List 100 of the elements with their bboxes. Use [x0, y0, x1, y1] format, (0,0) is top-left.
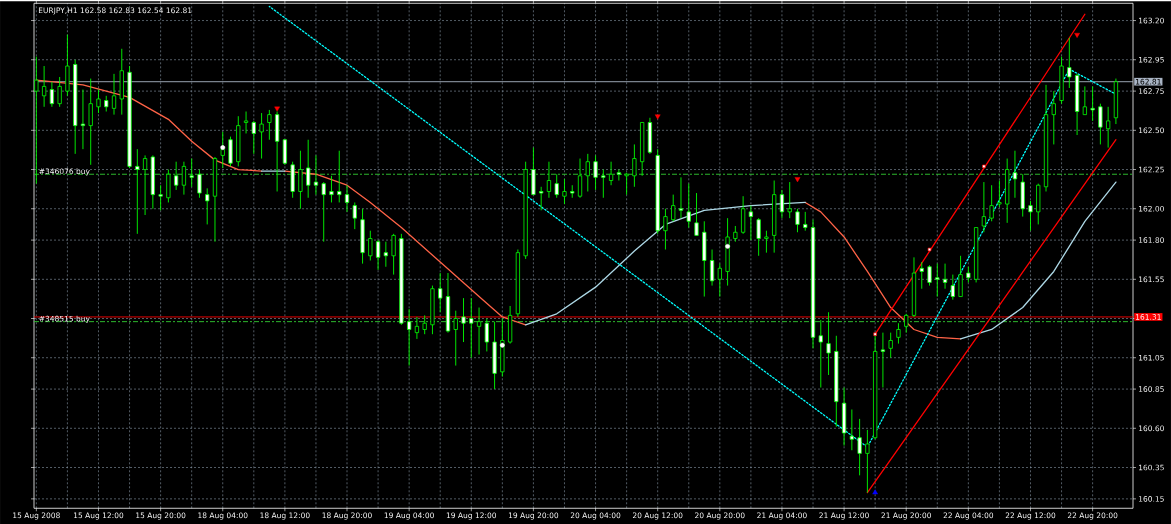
candlestick: [1082, 85, 1087, 115]
candlestick: [461, 297, 466, 343]
candlestick: [632, 143, 637, 188]
candlestick: [80, 88, 86, 150]
candlestick: [678, 176, 684, 219]
candlestick: [546, 161, 552, 199]
point: [499, 342, 505, 348]
point: [982, 164, 986, 168]
candlestick: [49, 81, 54, 108]
candlestick: [958, 255, 963, 297]
candlestick: [849, 408, 854, 451]
candlestick: [469, 297, 474, 359]
candlestick: [375, 239, 381, 271]
candlestick: [88, 77, 93, 166]
candlestick: [391, 233, 396, 275]
point: [220, 145, 226, 150]
candlestick: [205, 187, 210, 225]
candlestick: [352, 201, 357, 230]
candlestick: [927, 264, 932, 286]
candlestick: [259, 112, 264, 159]
line-series: [959, 181, 1117, 340]
candlestick: [298, 150, 303, 210]
candlestick: [942, 263, 948, 290]
candlestick: [803, 211, 808, 231]
candlestick: [1051, 90, 1056, 145]
candlestick: [158, 184, 163, 211]
candlestick: [189, 157, 194, 188]
candlestick: [407, 308, 412, 366]
candlestick: [251, 120, 256, 155]
candlestick: [981, 181, 986, 233]
candlestick: [228, 136, 233, 167]
candlestick: [748, 205, 753, 241]
candlestick: [337, 150, 342, 203]
candlestick: [896, 322, 901, 344]
candlestick: [111, 73, 117, 115]
candlestick: [709, 248, 715, 286]
candlestick: [1028, 200, 1033, 231]
candlestick: [717, 263, 722, 297]
candlestick: [1106, 106, 1111, 148]
candlestick: [857, 418, 862, 476]
point: [872, 489, 878, 495]
candlestick: [539, 186, 544, 211]
candlestick: [562, 178, 567, 205]
candlestick: [663, 208, 668, 250]
candlestick: [306, 139, 311, 199]
candlestick: [313, 154, 319, 195]
candlestick: [826, 311, 831, 376]
candlestick: [888, 332, 893, 359]
candlestick: [57, 76, 62, 108]
candlestick: [197, 168, 202, 199]
candlestick: [321, 181, 326, 242]
candlestick: [950, 274, 955, 300]
candlestick: [166, 168, 171, 203]
point: [274, 106, 280, 112]
candlestick: [220, 131, 225, 169]
candlestick: [1090, 85, 1095, 122]
candlestick: [880, 332, 886, 388]
candlestick: [570, 184, 575, 199]
candlestick: [904, 313, 909, 333]
candlestick: [554, 173, 559, 199]
line-series: [284, 170, 527, 326]
candlestick: [585, 153, 590, 192]
candlestick: [329, 175, 334, 203]
candlestick: [997, 179, 1002, 208]
candlestick: [1067, 37, 1072, 89]
candlestick: [624, 172, 629, 195]
candlestick: [608, 161, 614, 186]
candlestick: [818, 319, 823, 388]
candlestick: [453, 310, 458, 366]
point: [725, 243, 730, 249]
line-series: [525, 201, 806, 326]
candlestick: [787, 181, 792, 219]
candlestick: [174, 161, 179, 191]
candlestick: [935, 263, 940, 297]
candlestick: [267, 109, 272, 141]
candlestick: [135, 148, 140, 235]
candlestick: [919, 261, 924, 290]
line-series: [804, 201, 962, 340]
point: [1074, 32, 1080, 38]
candlestick: [686, 183, 691, 228]
point: [654, 114, 661, 120]
candlestick: [476, 306, 482, 355]
candlestick: [368, 230, 373, 261]
candlestick: [694, 192, 699, 236]
candlestick: [1098, 103, 1103, 145]
candlestick: [593, 154, 598, 191]
candlestick: [764, 230, 769, 253]
candlestick: [484, 317, 489, 352]
candlestick: [865, 429, 870, 493]
candlestick: [243, 110, 249, 134]
point: [794, 177, 801, 182]
candlestick: [1012, 150, 1018, 199]
candlestick: [181, 161, 187, 195]
point: [873, 332, 877, 336]
candlestick: [414, 316, 420, 340]
candlestick: [142, 154, 148, 216]
candlestick: [601, 168, 606, 199]
candlestick: [616, 168, 621, 181]
candlestick: [671, 194, 676, 222]
candlestick: [42, 65, 47, 108]
